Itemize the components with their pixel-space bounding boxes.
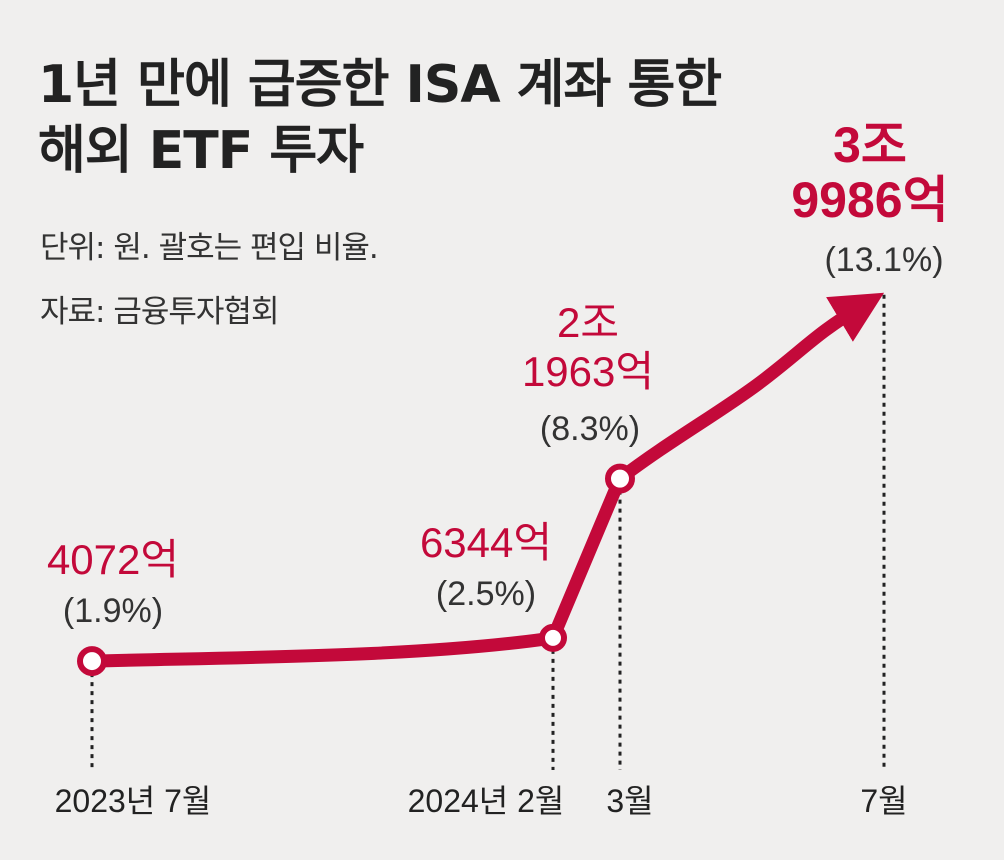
chart-title: 1년 만에 급증한 ISA 계좌 통한 해외 ETF 투자 <box>38 52 722 184</box>
share-label: (1.9%) <box>63 592 163 630</box>
data-point <box>605 463 635 494</box>
x-tick-label: 2024년 2월 <box>408 783 565 819</box>
share-label: (13.1%) <box>824 241 943 279</box>
x-tick-label: 2023년 7월 <box>55 783 212 819</box>
unit-note: 단위: 원. 괄호는 편입 비율. <box>40 230 379 266</box>
series-line <box>85 292 885 668</box>
data-point <box>539 623 567 652</box>
value-label: 9986억 <box>791 172 948 228</box>
value-label: 2조 <box>557 299 619 346</box>
x-axis-ticks: 2023년 7월 2024년 2월 3월 7월 <box>55 783 908 819</box>
guide-lines <box>90 294 886 770</box>
value-label: 6344억 <box>420 519 552 566</box>
chart-title-line-1: 1년 만에 급증한 ISA 계좌 통한 <box>38 55 722 115</box>
x-tick-label: 7월 <box>860 783 907 819</box>
x-tick-label: 3월 <box>606 783 653 819</box>
share-label: (2.5%) <box>436 575 536 613</box>
value-label: 3조 <box>833 117 907 173</box>
data-point <box>77 646 107 677</box>
value-label: 4072억 <box>47 536 179 583</box>
value-label: 1963억 <box>522 348 654 395</box>
data-points <box>77 463 635 677</box>
share-label: (8.3%) <box>540 410 640 448</box>
source-note: 자료: 금융투자협회 <box>40 294 279 330</box>
chart-title-line-2: 해외 ETF 투자 <box>38 121 364 181</box>
